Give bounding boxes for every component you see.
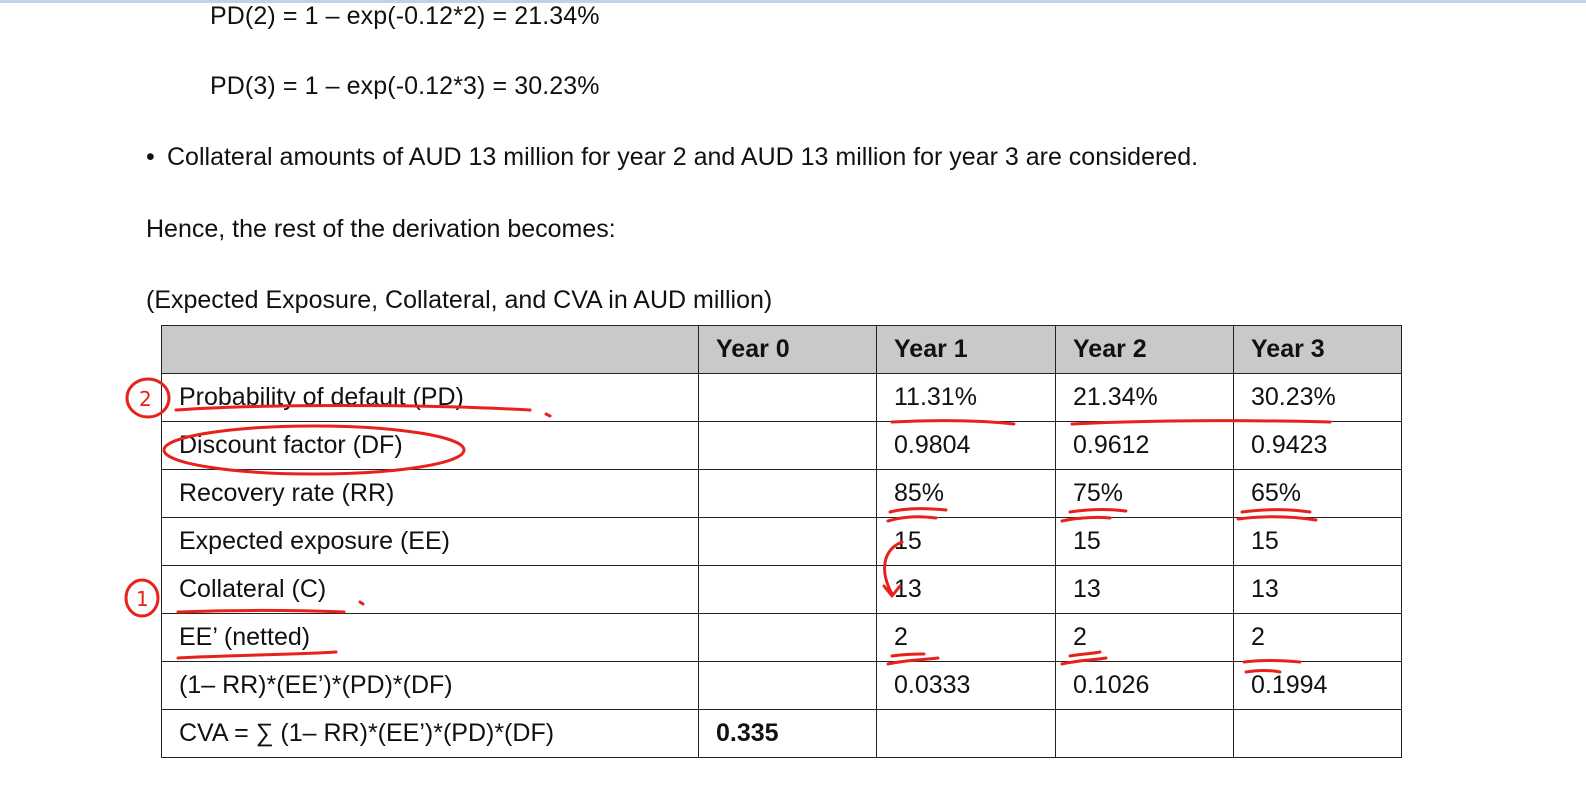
table-cell: 15 [1233,517,1402,566]
row-label: Discount factor (DF) [161,421,699,470]
cva-total-cell: 0.335 [698,709,877,758]
table-cell [698,421,877,470]
table-cell: 11.31% [876,373,1056,422]
table-cell: 0.1994 [1233,661,1402,710]
table-cell [698,661,877,710]
table-row-rr: Recovery rate (RR) 85% 75% 65% [161,469,1402,518]
table-cell: 0.0333 [876,661,1056,710]
row-label: Probability of default (PD) [161,373,699,422]
formula-pd-2: PD(2) = 1 – exp(-0.12*2) = 21.34% [210,2,600,30]
table-cell: 0.9612 [1055,421,1234,470]
table-row-pd: Probability of default (PD) 11.31% 21.34… [161,373,1402,422]
table-cell: 0.1026 [1055,661,1234,710]
table-cell [698,565,877,614]
table-cell: 13 [1055,565,1234,614]
table-cell: 13 [1233,565,1402,614]
circle-mark-1-text: 1 [136,587,149,611]
row-label: (1– RR)*(EE’)*(PD)*(DF) [161,661,699,710]
table-cell: 2 [876,613,1056,662]
formula-pd-3: PD(3) = 1 – exp(-0.12*3) = 30.23% [210,72,600,100]
collateral-bullet: • Collateral amounts of AUD 13 million fo… [146,143,1198,172]
header-cell-year-2: Year 2 [1055,325,1234,374]
table-cell [698,517,877,566]
table-cell [698,469,877,518]
table-row-df: Discount factor (DF) 0.9804 0.9612 0.942… [161,421,1402,470]
table-cell: 0.9804 [876,421,1056,470]
cva-table: Year 0 Year 1 Year 2 Year 3 Probability … [161,325,1402,758]
table-cell [1233,709,1402,758]
circle-mark-1 [124,578,160,618]
table-cell [876,709,1056,758]
table-cell: 2 [1233,613,1402,662]
table-cell [1055,709,1234,758]
table-header-row: Year 0 Year 1 Year 2 Year 3 [161,325,1402,374]
row-label: Collateral (C) [161,565,699,614]
table-row-collateral: Collateral (C) 13 13 13 [161,565,1402,614]
circle-mark-2-text: 2 [139,387,152,411]
table-cell: 21.34% [1055,373,1234,422]
table-row-product: (1– RR)*(EE’)*(PD)*(DF) 0.0333 0.1026 0.… [161,661,1402,710]
table-cell: 15 [876,517,1056,566]
header-cell-year-1: Year 1 [876,325,1056,374]
table-cell: 85% [876,469,1056,518]
table-cell: 65% [1233,469,1402,518]
row-label: EE’ (netted) [161,613,699,662]
header-cell-label [161,325,699,374]
hence-paragraph: Hence, the rest of the derivation become… [146,215,616,243]
table-row-cva: CVA = ∑ (1– RR)*(EE’)*(PD)*(DF) 0.335 [161,709,1402,758]
table-cell: 2 [1055,613,1234,662]
row-label: Recovery rate (RR) [161,469,699,518]
header-cell-year-0: Year 0 [698,325,877,374]
table-cell [698,613,877,662]
table-row-ee: Expected exposure (EE) 15 15 15 [161,517,1402,566]
table-cell: 15 [1055,517,1234,566]
bullet-icon: • [146,143,155,171]
table-cell [698,373,877,422]
row-label: CVA = ∑ (1– RR)*(EE’)*(PD)*(DF) [161,709,699,758]
table-cell: 75% [1055,469,1234,518]
units-caption: (Expected Exposure, Collateral, and CVA … [146,286,773,314]
row-label: Expected exposure (EE) [161,517,699,566]
bullet-text: Collateral amounts of AUD 13 million for… [167,143,1199,171]
table-cell: 13 [876,565,1056,614]
table-cell: 0.9423 [1233,421,1402,470]
table-cell: 30.23% [1233,373,1402,422]
header-cell-year-3: Year 3 [1233,325,1402,374]
window-top-border [0,0,1586,3]
table-row-ee-netted: EE’ (netted) 2 2 2 [161,613,1402,662]
